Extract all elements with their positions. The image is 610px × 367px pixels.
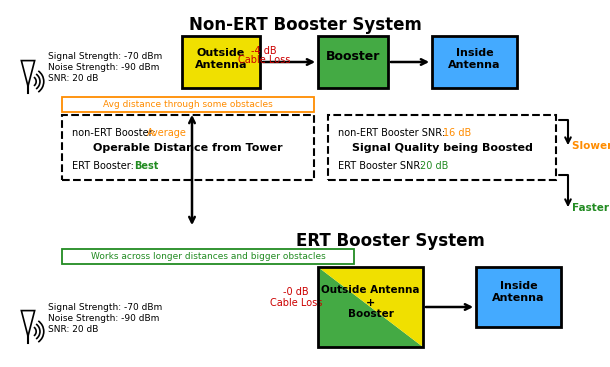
Text: Signal Quality being Boosted: Signal Quality being Boosted: [351, 143, 533, 153]
Polygon shape: [318, 267, 423, 347]
Text: Signal Strength: -70 dBm: Signal Strength: -70 dBm: [48, 303, 162, 312]
Text: Outside Antenna: Outside Antenna: [321, 285, 420, 295]
Text: Non-ERT Booster System: Non-ERT Booster System: [188, 16, 422, 34]
Text: Booster: Booster: [348, 309, 393, 319]
Text: Cable Loss: Cable Loss: [270, 298, 322, 308]
Text: Inside
Antenna: Inside Antenna: [492, 281, 545, 303]
Text: SNR: 20 dB: SNR: 20 dB: [48, 325, 98, 334]
Bar: [318, 36, 388, 88]
Text: 16 dB: 16 dB: [443, 128, 472, 138]
Text: non-ERT Booster:: non-ERT Booster:: [72, 128, 159, 138]
Text: Best: Best: [134, 161, 159, 171]
Text: Works across longer distances and bigger obstacles: Works across longer distances and bigger…: [91, 252, 325, 261]
Text: Avg distance through some obstacles: Avg distance through some obstacles: [103, 100, 273, 109]
Bar: [62, 115, 314, 180]
Text: Slower speed: Slower speed: [572, 141, 610, 151]
Bar: [318, 267, 423, 347]
Polygon shape: [318, 267, 423, 347]
Text: Average: Average: [147, 128, 187, 138]
Text: -0 dB: -0 dB: [283, 287, 309, 297]
Text: Operable Distance from Tower: Operable Distance from Tower: [93, 143, 283, 153]
Text: SNR: 20 dB: SNR: 20 dB: [48, 74, 98, 83]
Text: -4 dB: -4 dB: [251, 46, 277, 56]
Text: Signal Strength: -70 dBm: Signal Strength: -70 dBm: [48, 52, 162, 61]
Bar: [476, 267, 561, 327]
Text: Noise Strength: -90 dBm: Noise Strength: -90 dBm: [48, 314, 159, 323]
Text: Inside
Antenna: Inside Antenna: [448, 48, 501, 70]
Text: 20 dB: 20 dB: [420, 161, 448, 171]
Text: Noise Strength: -90 dBm: Noise Strength: -90 dBm: [48, 63, 159, 72]
Text: Booster: Booster: [326, 51, 380, 63]
Bar: [328, 115, 556, 180]
Bar: [432, 36, 517, 88]
Text: non-ERT Booster SNR:: non-ERT Booster SNR:: [338, 128, 448, 138]
Bar: [62, 97, 314, 112]
Text: Faster speed: Faster speed: [572, 203, 610, 213]
Text: Outside
Antenna: Outside Antenna: [195, 48, 247, 70]
Text: ERT Booster SNR:: ERT Booster SNR:: [338, 161, 426, 171]
Text: Cable Loss: Cable Loss: [238, 55, 290, 65]
Bar: [62, 249, 354, 264]
Bar: [182, 36, 260, 88]
Text: ERT Booster:: ERT Booster:: [72, 161, 137, 171]
Text: ERT Booster System: ERT Booster System: [296, 232, 484, 250]
Text: +: +: [366, 298, 375, 308]
